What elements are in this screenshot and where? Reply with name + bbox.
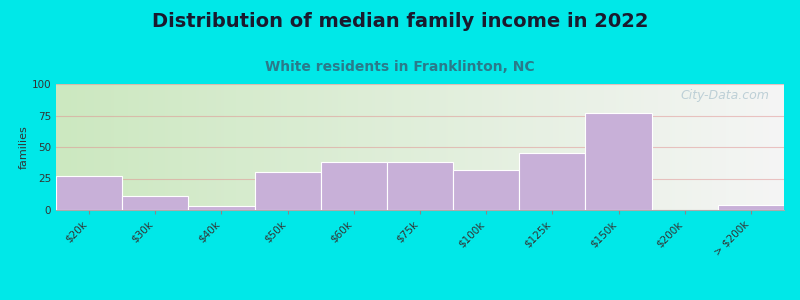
Bar — [387, 162, 453, 210]
Bar — [453, 170, 519, 210]
Bar — [56, 176, 122, 210]
Text: City-Data.com: City-Data.com — [681, 89, 770, 102]
Bar — [321, 162, 387, 210]
Bar — [519, 153, 586, 210]
Y-axis label: families: families — [18, 125, 29, 169]
Text: Distribution of median family income in 2022: Distribution of median family income in … — [152, 12, 648, 31]
Text: White residents in Franklinton, NC: White residents in Franklinton, NC — [265, 60, 535, 74]
Bar — [718, 205, 784, 210]
Bar — [122, 196, 188, 210]
Bar — [188, 206, 254, 210]
Bar — [254, 172, 321, 210]
Bar — [586, 113, 652, 210]
